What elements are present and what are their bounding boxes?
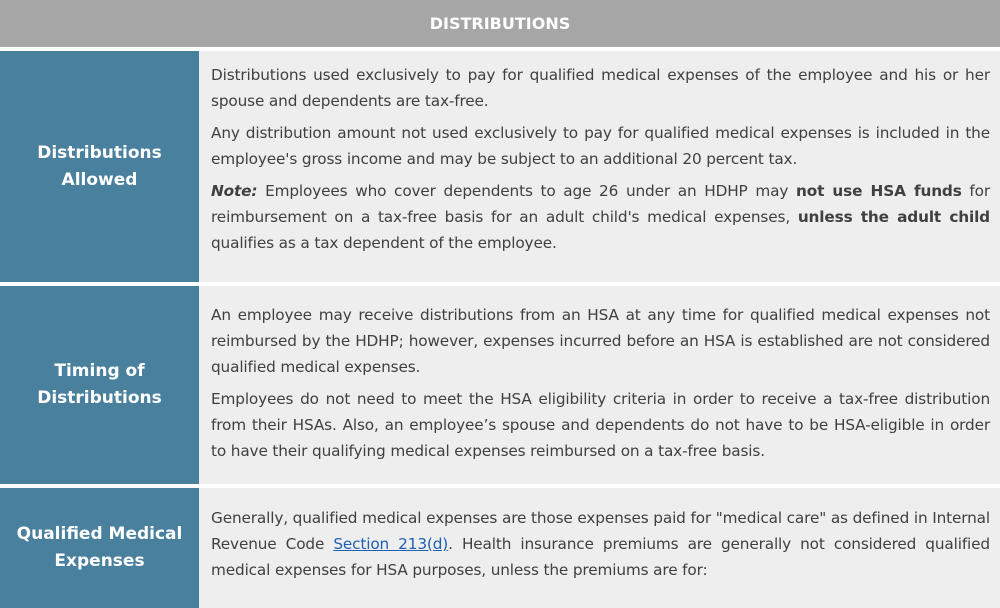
note-emphasis: not use HSA funds [795,182,962,200]
section-213d-link[interactable]: Section 213(d) [333,535,449,553]
row-content: Generally, qualified medical expenses ar… [199,488,1000,608]
note-paragraph: Note: Employees who cover dependents to … [211,178,990,256]
row-content: An employee may receive distributions fr… [199,286,1000,484]
note-text: qualifies as a tax dependent of the empl… [211,234,557,252]
note-label: Note: [211,182,258,200]
note-emphasis: unless the adult child [797,208,990,226]
row-distributions-allowed: Distributions Allowed Distributions used… [0,51,1000,282]
paragraph: An employee may receive distributions fr… [211,306,990,376]
section-title: DISTRIBUTIONS [429,14,571,33]
row-label: Timing of Distributions [0,286,199,484]
note-text: Employees who cover dependents to age 26… [257,182,796,200]
row-qualified-medical-expenses: Qualified Medical Expenses Generally, qu… [0,488,1000,608]
paragraph: Employees do not need to meet the HSA el… [211,390,990,460]
paragraph-text: Generally, qualified medical expenses ar… [211,509,990,553]
paragraph: Distributions used exclusively to pay fo… [211,66,990,110]
section-header: DISTRIBUTIONS [0,0,1000,47]
paragraph: Generally, qualified medical expenses ar… [211,505,990,583]
row-content: Distributions used exclusively to pay fo… [199,51,1000,282]
row-label: Qualified Medical Expenses [0,488,199,608]
row-label: Distributions Allowed [0,51,199,282]
paragraph: Any distribution amount not used exclusi… [211,124,990,168]
paragraph-text: . Health insurance premiums are generall… [211,535,990,579]
note-text: for reimbursement on a tax-free basis fo… [211,182,990,226]
row-timing-of-distributions: Timing of Distributions An employee may … [0,286,1000,484]
